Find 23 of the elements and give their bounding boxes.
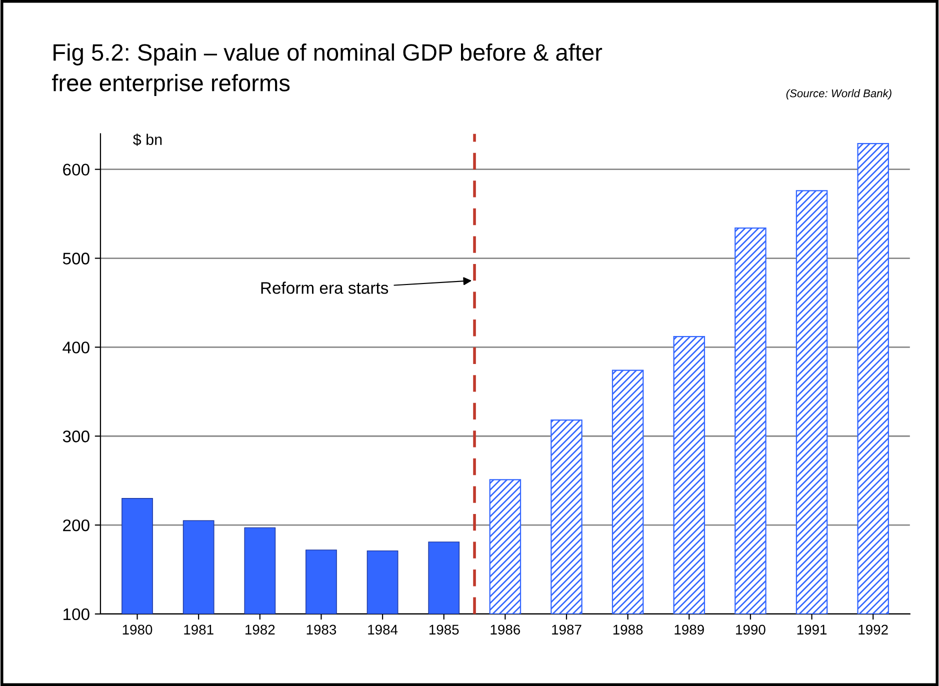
x-tick-label: 1983 [306,624,336,635]
y-tick-label: 300 [62,430,90,442]
x-tick-label: 1984 [368,624,398,635]
x-tick-label: 1987 [552,624,582,635]
x-tick-label: 1989 [674,624,704,635]
y-tick-label: 500 [62,252,90,264]
y-axis-title: $ bn [133,134,162,146]
x-tick-label: 1985 [429,624,459,635]
y-tick-label: 200 [63,519,90,532]
y-tick-label: 600 [63,164,90,176]
y-tick-label: 100 [64,608,90,620]
y-tick-label: 400 [62,342,90,354]
text: (Source: World Bank) [786,89,892,100]
x-tick-label: 1986 [490,624,520,635]
x-tick-label: 1982 [246,624,275,635]
x-tick-label: 1992 [858,624,888,635]
x-tick-label: 1990 [736,624,766,635]
x-tick-label: 1991 [797,624,827,635]
chart-title: Fig 5.2: Spain – value of nominal GDP before & after free enterprise reforms [52,43,602,96]
x-tick-label: 1981 [184,624,214,635]
x-tick-label: 1988 [613,624,643,635]
annotation: Reform era starts [261,282,388,294]
x-tick-label: 1980 [122,624,152,635]
